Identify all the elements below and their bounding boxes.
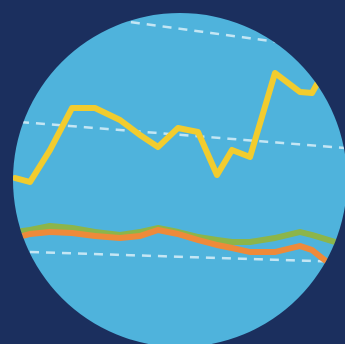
decor-dash xyxy=(29,250,345,264)
series-line xyxy=(13,227,345,278)
decor-dash xyxy=(19,120,345,150)
series-line xyxy=(13,70,345,185)
plot-circle xyxy=(13,13,345,344)
plot-area xyxy=(13,18,345,278)
